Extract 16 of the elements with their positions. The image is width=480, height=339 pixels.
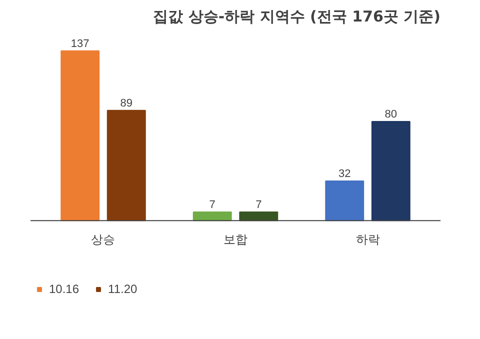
x-tick-label: 하락 — [356, 232, 380, 247]
data-label: 80 — [384, 108, 398, 121]
legend-label: 11.20 — [108, 282, 138, 296]
bar — [325, 180, 364, 222]
data-label: 7 — [209, 198, 216, 211]
legend-label: 10.16 — [49, 282, 80, 296]
x-tick-label: 상승 — [91, 232, 116, 247]
bar — [106, 110, 146, 222]
data-label: 7 — [256, 198, 262, 211]
data-label: 89 — [120, 97, 133, 110]
bar — [60, 50, 100, 222]
bar — [371, 121, 410, 222]
x-tick-label: 보합 — [224, 232, 248, 247]
data-label: 32 — [338, 168, 351, 180]
data-label: 137 — [70, 38, 90, 50]
chart-title: 집값 상승-하락 지역수 (전국 176곳 기준) — [153, 8, 440, 26]
